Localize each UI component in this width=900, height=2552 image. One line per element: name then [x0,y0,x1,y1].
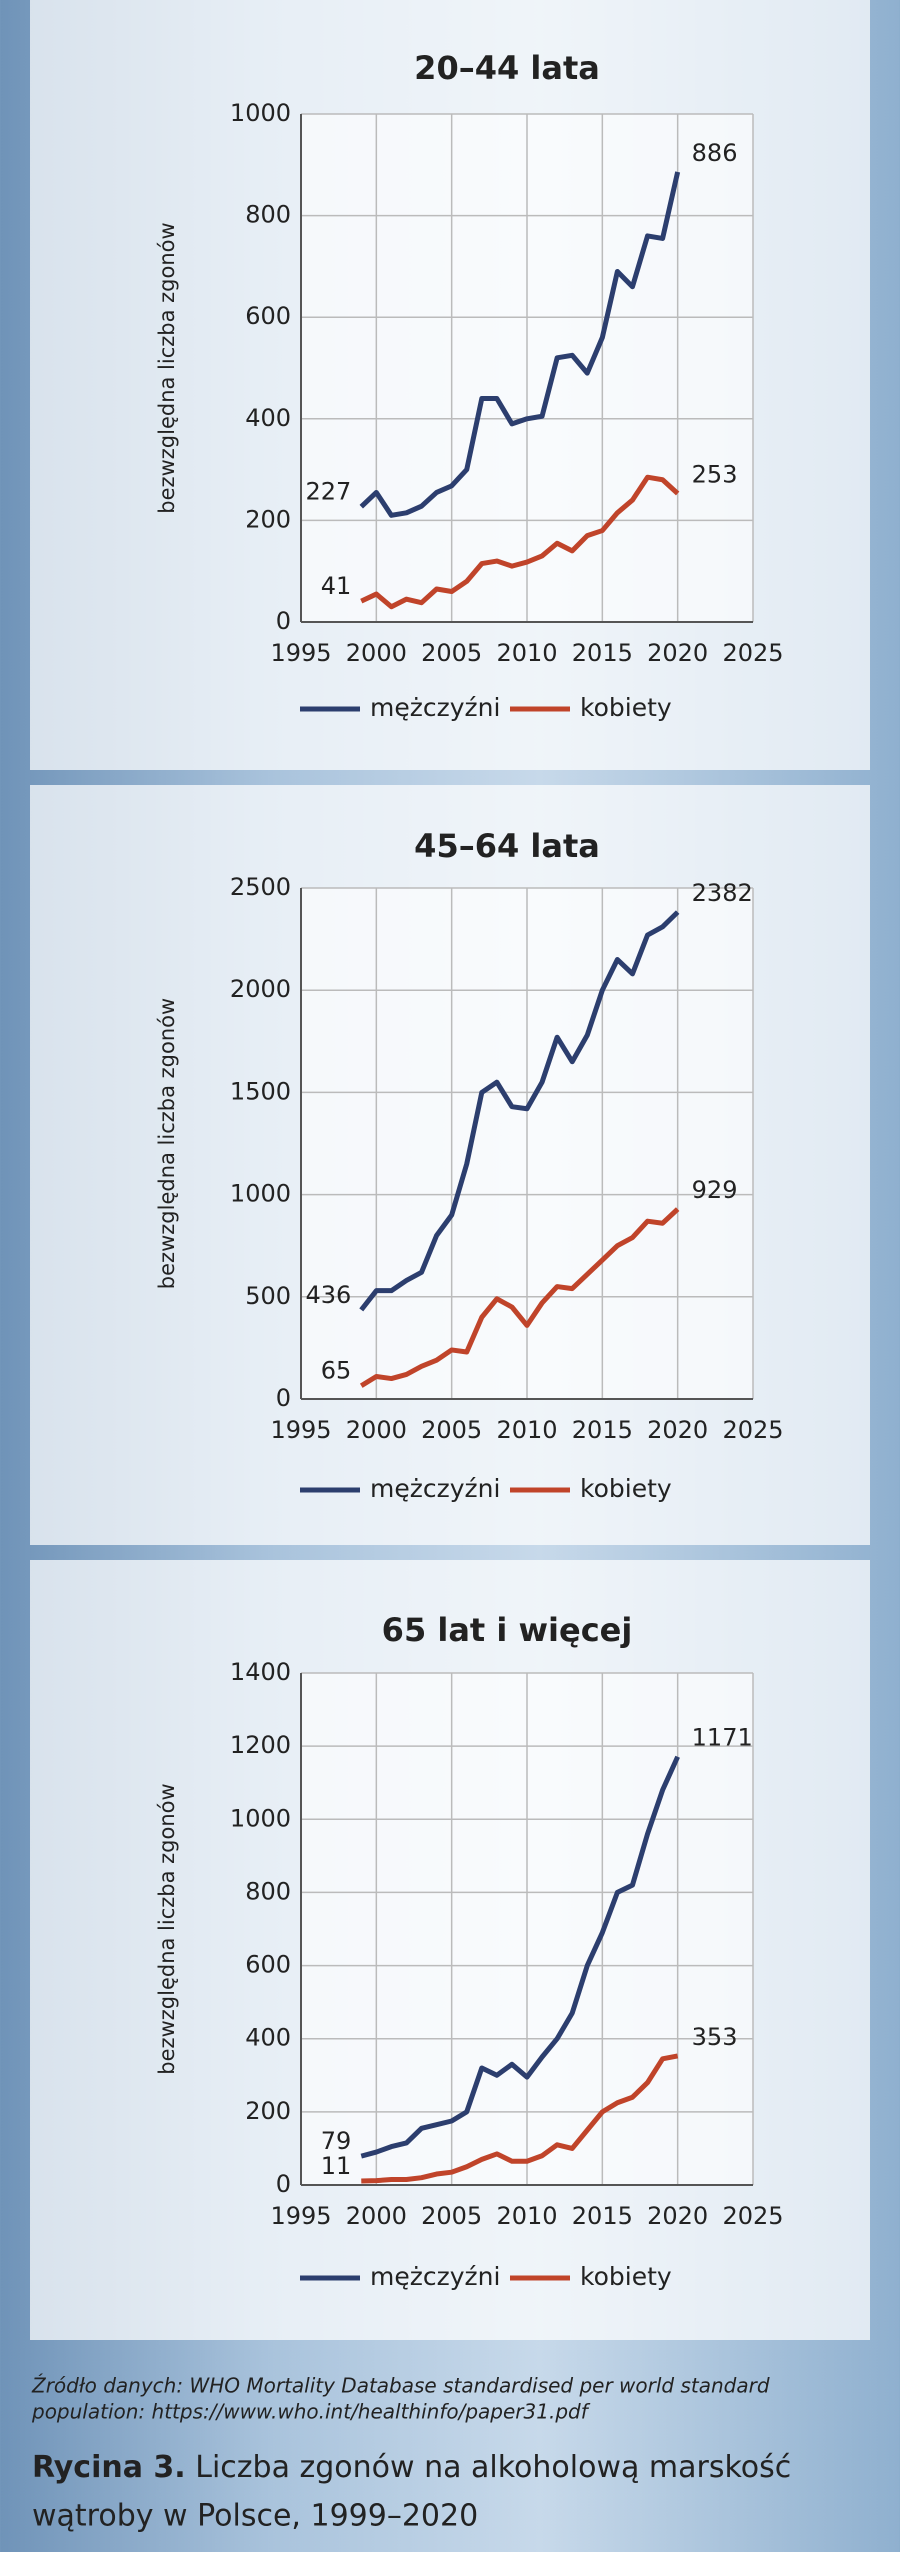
y-tick-label: 800 [245,201,291,229]
y-tick-label: 1000 [230,1804,291,1832]
data-label: 2382 [692,879,753,907]
legend-label: mężczyźni [370,1474,500,1503]
x-tick-label: 2025 [722,2202,783,2230]
caption-text: wątroby w Polsce, 1999–2020 [32,2499,478,2534]
y-tick-label: 1200 [230,1731,291,1759]
y-tick-label: 600 [245,302,291,330]
data-label: 1171 [692,1724,753,1752]
x-tick-label: 2015 [572,1416,633,1444]
x-tick-label: 2005 [421,1416,482,1444]
data-label: 886 [692,139,738,167]
y-tick-label: 1000 [230,99,291,127]
data-label: 253 [692,460,738,488]
x-tick-label: 2005 [421,2202,482,2230]
line [360,1755,680,2159]
source: Źródło danych: WHO Mortality Database st… [31,2374,770,2398]
data-label: 227 [305,478,351,506]
data-label: 41 [321,572,352,600]
chart-title: 20–44 lata [414,49,600,87]
chart-title: 45–64 lata [414,827,600,865]
x-tick-label: 2010 [496,2202,557,2230]
y-tick-label: 0 [276,1384,291,1412]
legend-label: kobiety [580,2262,672,2291]
data-label: 353 [692,2023,738,2051]
legend-label: mężczyźni [370,693,500,722]
x-tick-label: 2020 [647,1416,708,1444]
line [361,2053,679,2184]
data-label: 436 [305,1281,351,1309]
y-tick-label: 1000 [230,1180,291,1208]
line [359,171,681,518]
caption-label: Rycina 3. [32,2450,186,2485]
x-tick-label: 2005 [421,639,482,667]
line [359,1207,680,1388]
x-tick-label: 2025 [722,1416,783,1444]
x-tick-label: 1995 [270,639,331,667]
x-tick-label: 1995 [270,2202,331,2230]
x-tick-label: 2020 [647,639,708,667]
data-label: 79 [321,2127,352,2155]
line [360,474,680,610]
y-tick-label: 2000 [230,975,291,1003]
x-tick-label: 2000 [346,639,407,667]
legend-label: kobiety [580,693,672,722]
legend-label: kobiety [580,1474,672,1503]
source: population: https://www.who.int/healthin… [31,2400,591,2424]
data-label: 11 [321,2152,352,2180]
x-tick-label: 2010 [496,639,557,667]
caption-text: Liczba zgonów na alkoholową marskość [195,2450,791,2485]
y-axis-label: bezwzględna liczba zgonów [155,222,179,513]
y-tick-label: 1400 [230,1658,291,1686]
y-tick-label: 200 [245,2097,291,2125]
legend-label: mężczyźni [370,2262,500,2291]
data-label: 929 [692,1176,738,1204]
y-tick-label: 400 [245,2024,291,2052]
y-tick-label: 200 [245,505,291,533]
caption: Rycina 3. Liczba zgonów na alkoholową ma… [32,2450,791,2485]
data-label: 65 [321,1357,352,1385]
y-tick-label: 600 [245,1951,291,1979]
y-axis-label: bezwzględna liczba zgonów [155,998,179,1289]
chart-title: 65 lat i więcej [382,1611,633,1649]
x-tick-label: 2000 [346,2202,407,2230]
y-tick-label: 400 [245,404,291,432]
x-tick-label: 2015 [572,2202,633,2230]
x-tick-label: 1995 [270,1416,331,1444]
x-tick-label: 2015 [572,639,633,667]
y-tick-label: 1500 [230,1077,291,1105]
y-tick-label: 800 [245,1877,291,1905]
y-tick-label: 0 [276,2170,291,2198]
x-tick-label: 2020 [647,2202,708,2230]
y-tick-label: 2500 [230,873,291,901]
y-tick-label: 0 [276,607,291,635]
x-tick-label: 2010 [496,1416,557,1444]
line [359,910,680,1312]
x-tick-label: 2025 [722,639,783,667]
y-axis-label: bezwzględna liczba zgonów [155,1783,179,2074]
x-tick-label: 2000 [346,1416,407,1444]
y-tick-label: 500 [245,1282,291,1310]
